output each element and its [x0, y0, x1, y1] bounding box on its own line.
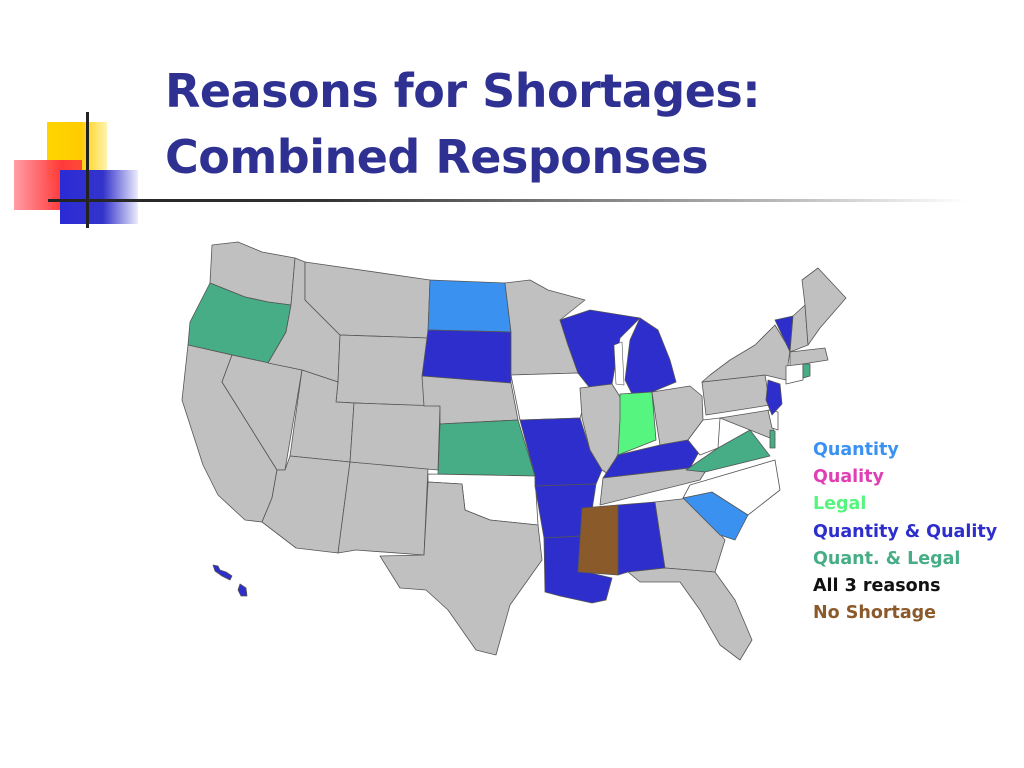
state-virginia	[685, 429, 771, 473]
state-iowa	[510, 372, 591, 421]
legend-item-quant-legal: Quant. & Legal	[813, 548, 961, 569]
logo-blue-square	[60, 170, 138, 224]
legend-item-all-3-reasons: All 3 reasons	[813, 575, 941, 596]
state-north-dakota	[427, 279, 512, 333]
state-michigan	[624, 317, 677, 395]
state-new-jersey	[765, 379, 783, 416]
legend-item-quantity: Quantity	[813, 440, 899, 460]
state-kansas	[437, 419, 536, 477]
state-texas	[379, 481, 543, 656]
state-rhode-island	[802, 363, 811, 379]
state-florida	[627, 567, 753, 661]
state-dc	[769, 429, 776, 449]
us-map	[176, 236, 856, 666]
state-massachusetts	[789, 347, 829, 367]
state-tennessee	[599, 467, 706, 506]
legend-item-legal: Legal	[813, 494, 867, 515]
state-hawaii-islands	[212, 564, 233, 581]
state-connecticut	[785, 363, 804, 385]
state-new-mexico	[337, 461, 429, 556]
lake-michigan	[613, 341, 625, 386]
state-missouri	[519, 417, 603, 487]
state-indiana	[617, 391, 657, 456]
title-underline	[48, 199, 968, 202]
state-maine	[801, 267, 847, 346]
legend: Quantity Quality Legal Quantity & Qualit…	[813, 437, 1018, 627]
slide-title-line-1: Reasons for Shortages:	[165, 64, 761, 118]
state-north-carolina	[682, 459, 781, 516]
state-west-virginia	[687, 417, 721, 456]
logo-vertical-line	[86, 112, 89, 228]
legend-item-quality: Quality	[813, 467, 884, 488]
slide-title-line-2: Combined Responses	[165, 130, 709, 184]
slide-title: Reasons for Shortages: Combined Response…	[165, 58, 985, 190]
legend-item-no-shortage: No Shortage	[813, 603, 937, 624]
us-map-svg	[181, 241, 847, 661]
state-mississippi	[577, 504, 619, 576]
state-south-dakota	[421, 329, 512, 384]
legend-item-quantity-quality: Quantity & Quality	[813, 521, 998, 542]
state-wyoming	[335, 334, 429, 407]
state-new-york	[701, 324, 791, 383]
state-hawaii	[237, 583, 248, 597]
state-colorado	[349, 402, 441, 471]
